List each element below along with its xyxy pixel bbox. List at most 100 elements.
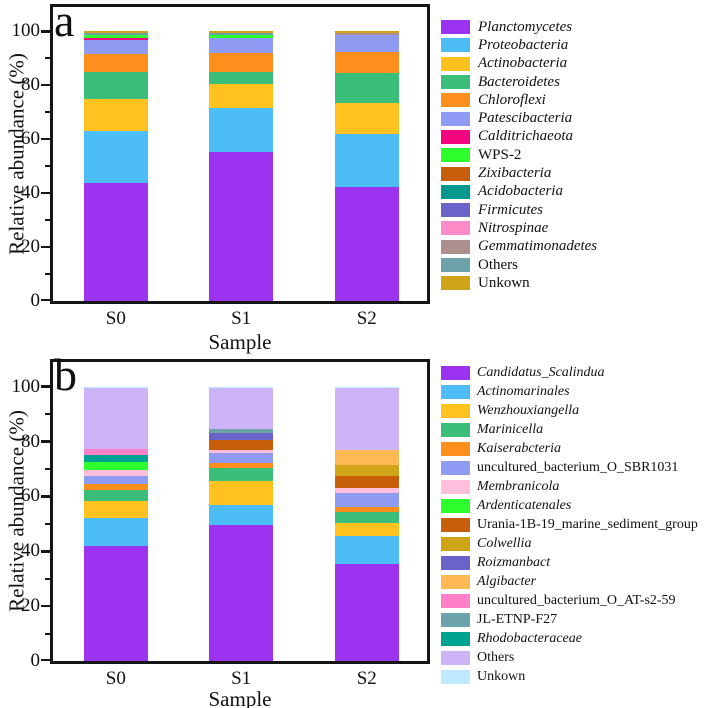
panel-a-legend: Planctomycetes Proteobacteria Actinobacter… (441, 18, 597, 292)
legend-item: Colwellia (441, 534, 698, 553)
bar-segment (334, 475, 399, 488)
legend-label: uncultured_bacterium_O_SBR1031 (477, 459, 679, 475)
panel-b-label: b (54, 349, 77, 400)
legend-label: WPS-2 (478, 146, 522, 163)
bar-segment (209, 524, 274, 661)
panel-b-legend: Candidatus_Scalindua Actinomarinales Wenzh… (441, 363, 698, 686)
legend-item: Bacteroidetes (441, 73, 597, 91)
bar-segment (334, 32, 399, 34)
panel-b-plot-area: 0 20 40 60 80 100 (12, 359, 430, 671)
x-category-label: S0 (105, 308, 126, 329)
legend-label: Gemmatimonadetes (478, 238, 598, 255)
bar-segment (334, 449, 399, 466)
bar-segment (83, 182, 148, 301)
y-axis-tick-label: 20 (21, 236, 40, 258)
legend-item: Unkown (441, 667, 698, 686)
bar-segment (83, 131, 148, 183)
bar-segment (334, 506, 399, 512)
legend-item: Actinobacteria (441, 55, 597, 73)
legend-label: Ardenticatenales (477, 497, 572, 513)
bar-segment (209, 386, 274, 389)
legend-label: Wenzhouxiangella (477, 402, 580, 418)
bar-segment (209, 83, 274, 109)
legend-swatch (441, 574, 470, 589)
legend-label: Actinomarinales (477, 383, 570, 399)
bar-segment (209, 439, 274, 451)
stacked-bar-s0 (83, 386, 148, 661)
y-axis-minor-tick (45, 413, 50, 416)
legend-label: Unkown (477, 668, 526, 684)
legend-item: Membranicola (441, 477, 698, 496)
legend-label: Marinicella (477, 421, 544, 437)
bar-segment (83, 54, 148, 73)
stacked-bar-s0 (83, 31, 148, 301)
bar-segment (209, 463, 274, 469)
y-axis-tick-label: 0 (30, 650, 41, 671)
bar-segment (83, 388, 148, 449)
y-axis-tick (41, 191, 50, 195)
legend-label: Actinobacteria (478, 55, 568, 72)
bar-segment (334, 72, 399, 103)
bar-segment (209, 388, 274, 429)
legend-item: Acidobacteria (441, 183, 597, 201)
stacked-bar-s2 (334, 386, 399, 661)
legend-label: Candidatus_Scalindua (477, 364, 605, 380)
bar-segment (334, 134, 399, 187)
legend-item: uncultured_bacterium_O_AT-s2-59 (441, 591, 698, 610)
bar-segment (334, 34, 399, 52)
legend-swatch (441, 258, 470, 272)
bar-segment (334, 564, 399, 661)
legend-swatch (441, 75, 470, 90)
bar-segment (83, 489, 148, 501)
y-axis-tick-label: 60 (21, 485, 40, 507)
y-axis-tick-label: 100 (11, 20, 41, 42)
legend-item: Candidatus_Scalindua (441, 363, 698, 382)
legend-swatch (441, 384, 470, 399)
legend-swatch (441, 460, 470, 475)
y-axis-tick-label: 80 (21, 430, 40, 452)
legend-label: Membranicola (477, 478, 560, 494)
y-axis-tick (41, 30, 50, 33)
y-axis-tick (41, 298, 50, 301)
legend-item: JL-ETNP-F27 (441, 610, 698, 629)
y-axis-minor-tick (45, 522, 50, 525)
bar-segment (83, 31, 148, 33)
y-axis-tick-label: 60 (21, 128, 40, 150)
legend-item: Proteobacteria (441, 36, 597, 54)
legend-item: Wenzhouxiangella (441, 401, 698, 420)
legend-label: Planctomycetes (478, 18, 573, 35)
bar-segment (209, 38, 274, 54)
legend-swatch (441, 498, 470, 513)
y-axis-minor-tick (45, 467, 50, 470)
bar-segment (83, 32, 148, 36)
legend-swatch (441, 239, 470, 254)
legend-item: Chloroflexi (441, 91, 597, 109)
legend-item: Nitrospinae (441, 219, 597, 237)
y-axis-minor-tick (45, 632, 50, 635)
legend-item: Ardenticatenales (441, 496, 698, 515)
bar-segment (83, 35, 148, 38)
panel-a-plot-area: 0 20 40 60 80 100 (12, 4, 430, 311)
legend-label: JL-ETNP-F27 (477, 611, 558, 627)
y-axis-tick (41, 604, 50, 608)
bar-segment (83, 99, 148, 132)
stacked-bar-s1 (209, 386, 274, 661)
bar-segment (334, 33, 399, 35)
y-axis-tick (41, 245, 50, 249)
legend-swatch (441, 650, 470, 665)
legend-label: Acidobacteria (478, 183, 563, 200)
x-category-label: S2 (356, 668, 377, 689)
bar-segment (334, 51, 399, 73)
bar-segment (83, 454, 148, 462)
legend-label: Rhodobacteraceae (477, 630, 582, 646)
y-axis-tick (41, 440, 50, 443)
legend-label: Others (478, 256, 518, 273)
legend-item: WPS-2 (441, 146, 597, 164)
legend-label: Proteobacteria (478, 36, 569, 53)
y-axis-tick-label: 80 (21, 74, 40, 96)
bar-segment (83, 461, 148, 470)
bar-segment (209, 35, 274, 39)
bar-segment (209, 31, 274, 33)
legend-swatch (441, 365, 470, 380)
bar-segment (334, 31, 399, 33)
